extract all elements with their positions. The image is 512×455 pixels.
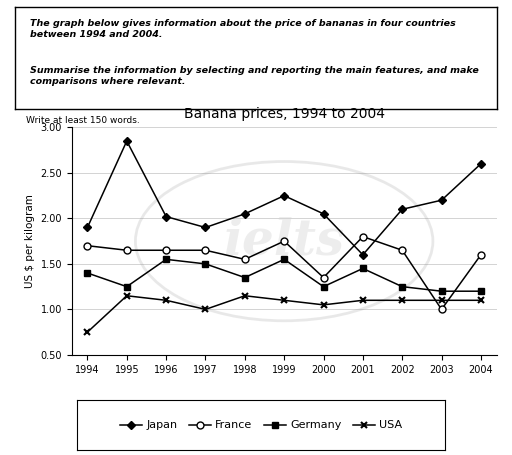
Japan [84, 225, 91, 230]
USA [281, 298, 287, 303]
France [438, 307, 444, 312]
Japan [360, 252, 366, 258]
Japan [202, 225, 208, 230]
Germany [84, 270, 91, 276]
USA [321, 302, 327, 308]
Germany [242, 275, 248, 280]
Germany [478, 288, 484, 294]
USA [202, 307, 208, 312]
Title: Banana prices, 1994 to 2004: Banana prices, 1994 to 2004 [184, 106, 385, 121]
Japan [281, 193, 287, 198]
France [360, 234, 366, 239]
Line: France: France [84, 233, 484, 313]
Japan [242, 211, 248, 217]
Line: Germany: Germany [84, 256, 484, 294]
USA [163, 298, 169, 303]
France [242, 257, 248, 262]
USA [84, 329, 91, 335]
Germany [360, 266, 366, 271]
Japan [321, 211, 327, 217]
Text: Summarise the information by selecting and reporting the main features, and make: Summarise the information by selecting a… [30, 66, 479, 86]
France [202, 248, 208, 253]
Y-axis label: US $ per kilogram: US $ per kilogram [25, 194, 35, 288]
Japan [478, 161, 484, 167]
France [478, 252, 484, 258]
USA [399, 298, 406, 303]
Germany [321, 284, 327, 289]
France [399, 248, 406, 253]
USA [360, 298, 366, 303]
France [84, 243, 91, 248]
Japan [438, 197, 444, 203]
Text: Write at least 150 words.: Write at least 150 words. [26, 116, 139, 125]
France [321, 275, 327, 280]
France [124, 248, 130, 253]
Line: Japan: Japan [84, 138, 484, 258]
France [163, 248, 169, 253]
Line: USA: USA [84, 292, 484, 336]
Germany [281, 257, 287, 262]
Text: The graph below gives information about the price of bananas in four countries
b: The graph below gives information about … [30, 19, 456, 39]
Germany [438, 288, 444, 294]
USA [438, 298, 444, 303]
USA [242, 293, 248, 298]
USA [478, 298, 484, 303]
France [281, 238, 287, 244]
Japan [163, 214, 169, 219]
Germany [163, 257, 169, 262]
Germany [124, 284, 130, 289]
Japan [124, 138, 130, 144]
USA [124, 293, 130, 298]
Legend: Japan, France, Germany, USA: Japan, France, Germany, USA [115, 416, 407, 435]
Japan [399, 207, 406, 212]
Germany [399, 284, 406, 289]
Germany [202, 261, 208, 267]
Text: ielts: ielts [224, 217, 345, 266]
